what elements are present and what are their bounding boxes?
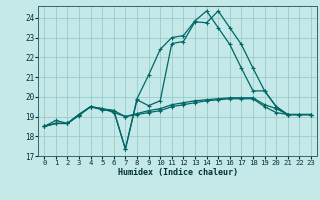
X-axis label: Humidex (Indice chaleur): Humidex (Indice chaleur) bbox=[118, 168, 238, 177]
